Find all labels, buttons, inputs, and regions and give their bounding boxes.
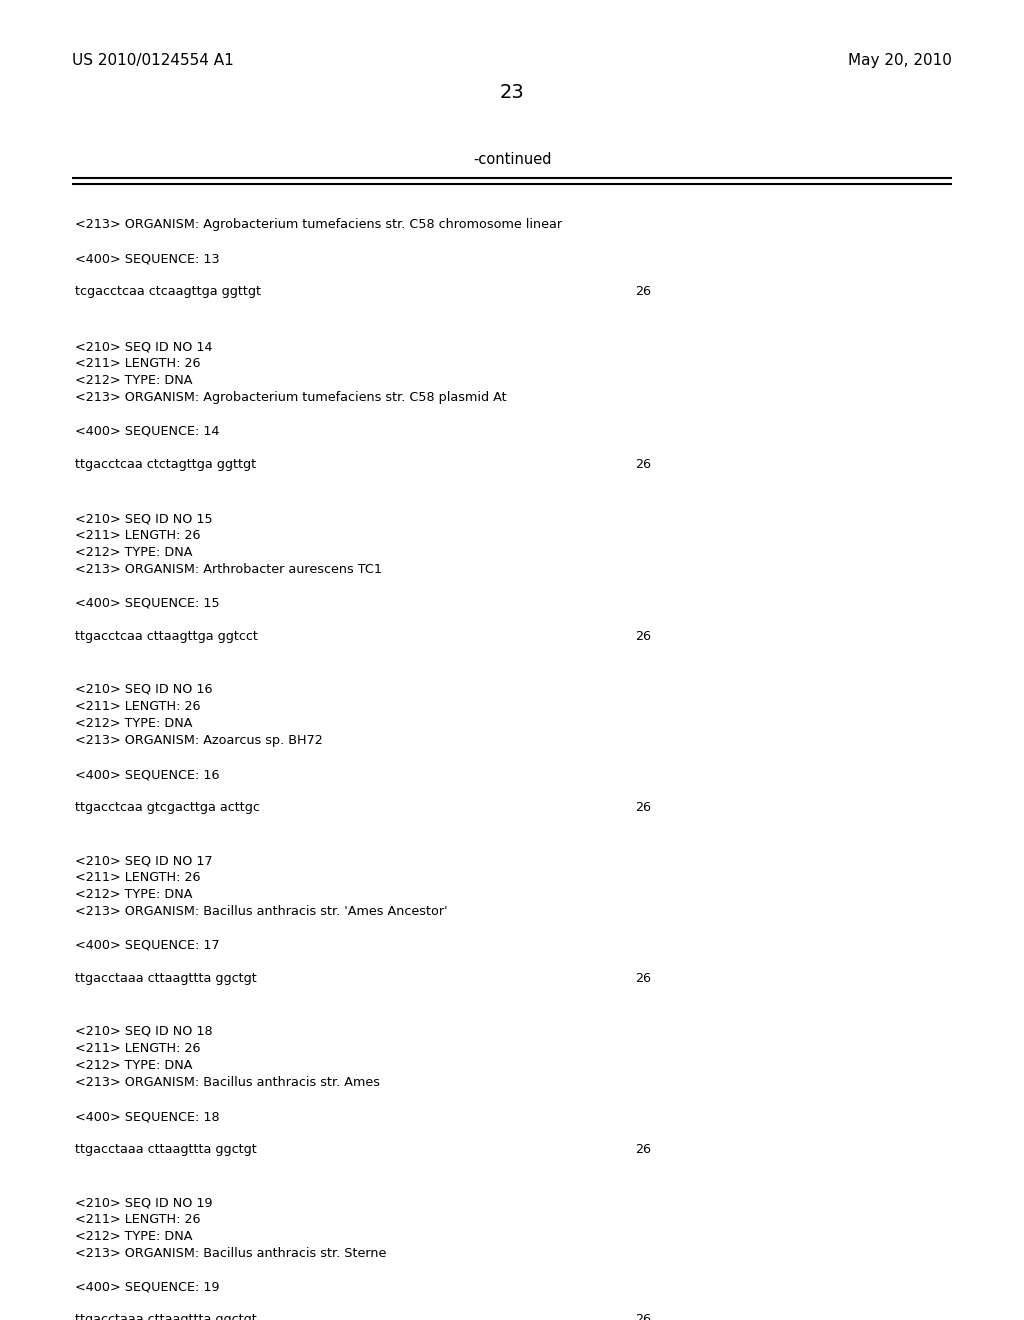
Text: <213> ORGANISM: Azoarcus sp. BH72: <213> ORGANISM: Azoarcus sp. BH72 [75,734,323,747]
Text: 26: 26 [635,630,651,643]
Text: ttgacctcaa ctctagttga ggttgt: ttgacctcaa ctctagttga ggttgt [75,458,256,471]
Text: <212> TYPE: DNA: <212> TYPE: DNA [75,374,193,387]
Text: 26: 26 [635,1143,651,1156]
Text: <210> SEQ ID NO 17: <210> SEQ ID NO 17 [75,854,213,867]
Text: ttgacctcaa gtcgacttga acttgc: ttgacctcaa gtcgacttga acttgc [75,801,260,814]
Text: ttgacctcaa cttaagttga ggtcct: ttgacctcaa cttaagttga ggtcct [75,630,258,643]
Text: <400> SEQUENCE: 15: <400> SEQUENCE: 15 [75,597,219,610]
Text: May 20, 2010: May 20, 2010 [848,53,952,67]
Text: 26: 26 [635,972,651,985]
Text: -continued: -continued [473,153,551,168]
Text: <212> TYPE: DNA: <212> TYPE: DNA [75,717,193,730]
Text: <211> LENGTH: 26: <211> LENGTH: 26 [75,1213,201,1226]
Text: 26: 26 [635,801,651,814]
Text: <400> SEQUENCE: 17: <400> SEQUENCE: 17 [75,939,219,952]
Text: <212> TYPE: DNA: <212> TYPE: DNA [75,1230,193,1243]
Text: <210> SEQ ID NO 16: <210> SEQ ID NO 16 [75,682,213,696]
Text: <211> LENGTH: 26: <211> LENGTH: 26 [75,871,201,884]
Text: 26: 26 [635,1313,651,1320]
Text: <400> SEQUENCE: 18: <400> SEQUENCE: 18 [75,1110,219,1123]
Text: tcgacctcaa ctcaagttga ggttgt: tcgacctcaa ctcaagttga ggttgt [75,285,261,298]
Text: <210> SEQ ID NO 14: <210> SEQ ID NO 14 [75,341,213,352]
Text: <213> ORGANISM: Agrobacterium tumefaciens str. C58 plasmid At: <213> ORGANISM: Agrobacterium tumefacien… [75,391,507,404]
Text: <211> LENGTH: 26: <211> LENGTH: 26 [75,700,201,713]
Text: <212> TYPE: DNA: <212> TYPE: DNA [75,546,193,558]
Text: 26: 26 [635,458,651,471]
Text: ttgacctaaa cttaagttta ggctgt: ttgacctaaa cttaagttta ggctgt [75,1143,257,1156]
Text: <213> ORGANISM: Arthrobacter aurescens TC1: <213> ORGANISM: Arthrobacter aurescens T… [75,564,382,576]
Text: <211> LENGTH: 26: <211> LENGTH: 26 [75,356,201,370]
Text: 23: 23 [500,82,524,102]
Text: <210> SEQ ID NO 18: <210> SEQ ID NO 18 [75,1026,213,1038]
Text: <213> ORGANISM: Agrobacterium tumefaciens str. C58 chromosome linear: <213> ORGANISM: Agrobacterium tumefacien… [75,218,562,231]
Text: <213> ORGANISM: Bacillus anthracis str. 'Ames Ancestor': <213> ORGANISM: Bacillus anthracis str. … [75,906,447,917]
Text: <400> SEQUENCE: 14: <400> SEQUENCE: 14 [75,425,219,438]
Text: 26: 26 [635,285,651,298]
Text: <210> SEQ ID NO 19: <210> SEQ ID NO 19 [75,1196,213,1209]
Text: <400> SEQUENCE: 13: <400> SEQUENCE: 13 [75,253,219,267]
Text: <211> LENGTH: 26: <211> LENGTH: 26 [75,1041,201,1055]
Text: <213> ORGANISM: Bacillus anthracis str. Sterne: <213> ORGANISM: Bacillus anthracis str. … [75,1247,386,1261]
Text: ttgacctaaa cttaagttta ggctgt: ttgacctaaa cttaagttta ggctgt [75,972,257,985]
Text: <212> TYPE: DNA: <212> TYPE: DNA [75,888,193,902]
Text: <400> SEQUENCE: 16: <400> SEQUENCE: 16 [75,768,219,781]
Text: US 2010/0124554 A1: US 2010/0124554 A1 [72,53,233,67]
Text: <400> SEQUENCE: 19: <400> SEQUENCE: 19 [75,1280,219,1294]
Text: <212> TYPE: DNA: <212> TYPE: DNA [75,1059,193,1072]
Text: <210> SEQ ID NO 15: <210> SEQ ID NO 15 [75,512,213,525]
Text: <211> LENGTH: 26: <211> LENGTH: 26 [75,529,201,543]
Text: ttgacctaaa cttaagttta ggctgt: ttgacctaaa cttaagttta ggctgt [75,1313,257,1320]
Text: <213> ORGANISM: Bacillus anthracis str. Ames: <213> ORGANISM: Bacillus anthracis str. … [75,1076,380,1089]
